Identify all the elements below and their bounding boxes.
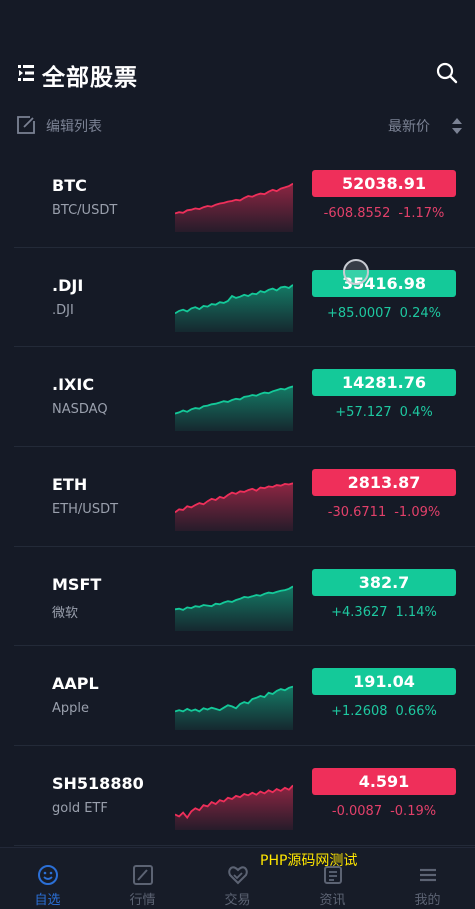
change-percent: 0.66%	[395, 704, 437, 720]
price-badge[interactable]: 382.7	[312, 568, 456, 596]
sparkline-line	[175, 385, 293, 415]
change-percent: -0.19%	[390, 804, 437, 820]
stock-symbol: .IXIC	[52, 375, 95, 395]
tab-market[interactable]: 行情	[95, 848, 190, 909]
search-icon[interactable]	[435, 61, 459, 85]
stock-name: .DJI	[52, 302, 74, 318]
stock-name: 微软	[52, 605, 79, 621]
stock-row[interactable]: SH518880 gold ETF 4.591 -0.0087 -0.19%	[14, 746, 475, 846]
change-amount: -0.0087	[331, 804, 383, 820]
sparkline-line	[175, 283, 293, 314]
stock-name: BTC/USDT	[52, 203, 118, 218]
stock-row[interactable]: .IXIC NASDAQ 14281.76 +57.127 0.4%	[14, 347, 475, 448]
header: 全部股票	[0, 50, 475, 96]
change-percent: 0.4%	[399, 405, 433, 421]
sparkline-chart	[175, 686, 293, 731]
tab-label: 自选	[34, 893, 61, 908]
stock-row[interactable]: BTC BTC/USDT 52038.91 -608.8552 -1.17%	[14, 148, 475, 248]
stock-symbol: SH518880	[52, 774, 144, 794]
page-title: 全部股票	[42, 65, 138, 91]
change-line: +4.3627 1.14%	[312, 605, 456, 620]
sparkline-area	[175, 183, 293, 232]
tab-label: 资讯	[319, 893, 346, 908]
change-line: +57.127 0.4%	[312, 405, 456, 420]
sparkline-area	[175, 386, 293, 432]
sparkline-line	[175, 585, 293, 611]
tab-watchlist[interactable]: 自选	[0, 848, 95, 909]
list-toolbar: 编辑列表 最新价	[0, 112, 475, 138]
change-percent: 0.24%	[399, 305, 441, 321]
change-amount: +1.2608	[331, 704, 388, 720]
stock-symbol: BTC	[52, 176, 87, 195]
sparkline-chart	[175, 585, 293, 631]
tab-news[interactable]: 资讯	[285, 848, 380, 909]
sort-by-price-button[interactable]: 最新价	[388, 119, 430, 135]
profile-icon	[420, 868, 436, 882]
sparkline-line	[175, 182, 293, 215]
change-percent: -1.09%	[394, 505, 441, 521]
stock-symbol: MSFT	[52, 574, 102, 594]
change-line: -608.8552 -1.17%	[312, 206, 456, 221]
watermark-text: PHP源码网测试	[260, 853, 358, 869]
price-badge[interactable]: 52038.91	[312, 170, 456, 197]
change-amount: -30.6711	[327, 505, 387, 521]
sparkline-chart	[175, 283, 293, 332]
stock-row[interactable]: MSFT 微软 382.7 +4.3627 1.14%	[14, 547, 475, 647]
stock-row[interactable]: AAPL Apple 191.04 +1.2608 0.66%	[14, 646, 475, 747]
change-line: -0.0087 -0.19%	[312, 804, 456, 819]
handshake-icon	[228, 866, 248, 885]
stock-list: BTC BTC/USDT 52038.91 -608.8552 -1.17% .DJI .D…	[0, 148, 475, 846]
stock-name: ETH/USDT	[52, 502, 119, 518]
menu-icon[interactable]	[18, 64, 34, 82]
change-amount: -608.8552	[323, 206, 391, 221]
price-badge[interactable]: 14281.76	[312, 369, 456, 397]
sparkline-chart	[175, 784, 293, 831]
edit-list-button[interactable]: 编辑列表	[46, 119, 102, 135]
stock-symbol: AAPL	[52, 674, 99, 694]
sparkline-line	[175, 482, 293, 514]
change-amount: +4.3627	[331, 604, 388, 620]
price-badge[interactable]: 4.591	[312, 768, 456, 796]
stock-row[interactable]: .DJI .DJI 35416.98 +85.0007 0.24%	[14, 248, 475, 348]
change-percent: -1.17%	[398, 206, 445, 221]
stock-name: NASDAQ	[52, 402, 108, 418]
change-line: -30.6711 -1.09%	[312, 505, 456, 520]
edit-icon[interactable]	[16, 115, 36, 135]
stock-name: Apple	[52, 701, 90, 717]
tab-profile[interactable]: 我的	[380, 848, 475, 909]
sparkline-line	[175, 686, 293, 713]
stock-symbol: ETH	[52, 475, 88, 495]
stock-symbol: .DJI	[52, 275, 84, 295]
stock-name: gold ETF	[52, 801, 108, 817]
chart-icon	[133, 865, 153, 885]
news-icon	[324, 866, 342, 884]
tab-label: 交易	[224, 893, 251, 908]
change-line: +85.0007 0.24%	[312, 306, 456, 321]
change-line: +1.2608 0.66%	[312, 704, 456, 719]
sparkline-line	[175, 784, 293, 820]
sparkline-chart	[175, 385, 293, 432]
tab-label: 我的	[414, 893, 441, 908]
sparkline-chart	[175, 182, 293, 232]
price-badge[interactable]: 2813.87	[312, 469, 456, 497]
tab-label: 行情	[129, 893, 156, 908]
sparkline-area	[175, 284, 293, 332]
price-badge[interactable]: 35416.98	[312, 269, 456, 297]
change-amount: +57.127	[335, 405, 392, 421]
change-amount: +85.0007	[327, 305, 392, 321]
change-percent: 1.14%	[395, 604, 437, 620]
sparkline-chart	[175, 482, 293, 532]
sparkline-area	[175, 785, 293, 831]
bottom-tab-bar: 自选 行情 交易 资讯 我的	[0, 847, 475, 909]
tab-trade[interactable]: 交易	[190, 848, 285, 909]
price-badge[interactable]: 191.04	[312, 668, 456, 696]
touch-indicator	[343, 259, 369, 285]
sort-arrows-icon[interactable]	[450, 116, 464, 136]
sparkline-area	[175, 483, 293, 532]
stock-row[interactable]: ETH ETH/USDT 2813.87 -30.6711 -1.09%	[14, 447, 475, 547]
sparkline-area	[175, 586, 293, 631]
smile-icon	[38, 865, 58, 885]
